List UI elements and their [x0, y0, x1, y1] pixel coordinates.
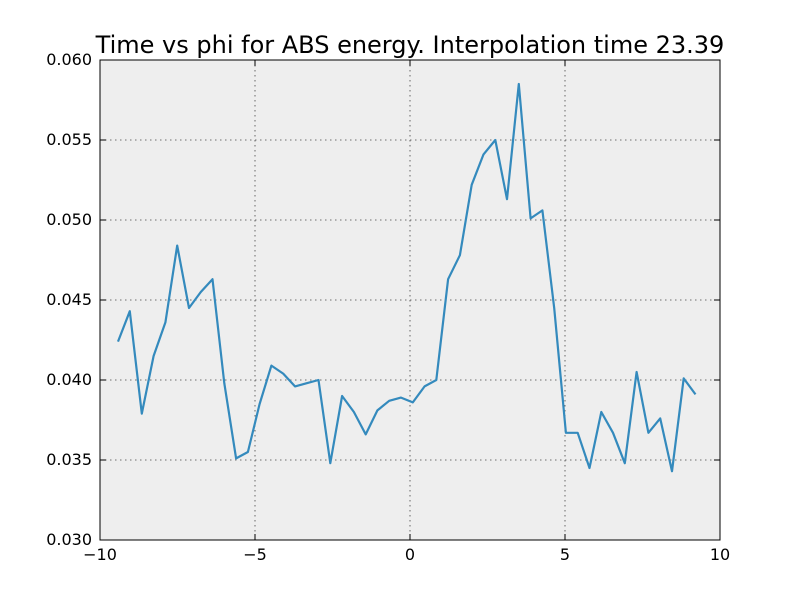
x-tick-label: 10 — [710, 545, 730, 564]
y-tick-label: 0.045 — [46, 290, 92, 309]
x-tick-label: −5 — [243, 545, 267, 564]
y-tick-label: 0.060 — [46, 50, 92, 69]
x-tick-label: 0 — [405, 545, 415, 564]
series-layer — [116, 82, 697, 473]
plot-border — [99, 59, 721, 541]
y-tick-label: 0.050 — [46, 210, 92, 229]
y-tick-label: 0.035 — [46, 450, 92, 469]
y-tick-label: 0.040 — [46, 370, 92, 389]
axis-ticks: −10 −5 0 5 10 0.030 0.035 0.040 0.045 0.050 0.055 0… — [46, 50, 730, 564]
x-tick-label: −10 — [83, 545, 117, 564]
chart-title: Time vs phi for ABS energy. Interpolatio… — [95, 31, 725, 59]
y-tick-label: 0.055 — [46, 130, 92, 149]
y-tick-label: 0.030 — [46, 530, 92, 549]
series-line — [116, 82, 697, 473]
x-tick-label: 5 — [560, 545, 570, 564]
